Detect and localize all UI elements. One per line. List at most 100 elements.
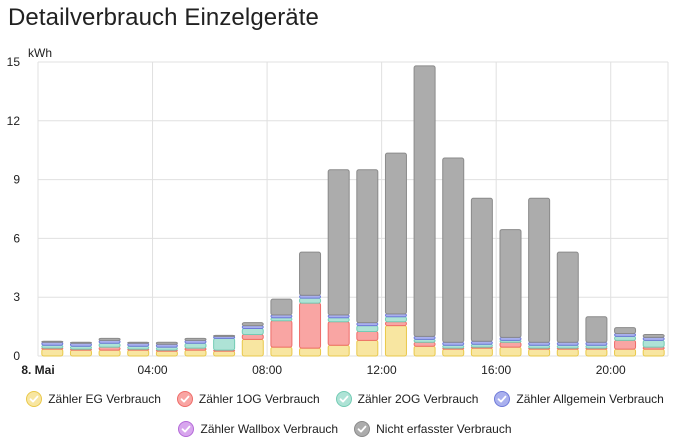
bar-segment: [213, 350, 236, 357]
bar-segment: [299, 347, 322, 357]
legend-item[interactable]: Zähler EG Verbrauch: [26, 391, 161, 407]
bar-segment: [528, 348, 551, 357]
y-tick-label: 9: [13, 173, 20, 187]
bar-segment: [213, 337, 236, 351]
legend-item[interactable]: Nicht erfasster Verbrauch: [354, 421, 512, 437]
legend-label: Zähler Allgemein Verbrauch: [516, 392, 664, 406]
bar-segment: [442, 157, 465, 343]
bar-segment: [155, 350, 178, 357]
bar-segment: [327, 321, 350, 346]
check-icon: [335, 391, 352, 407]
bar-segment: [98, 337, 121, 341]
bar-segment: [499, 341, 522, 348]
legend-label: Zähler 2OG Verbrauch: [357, 392, 479, 406]
bar-segment: [442, 348, 465, 357]
bar-segment: [356, 325, 379, 332]
y-tick-label: 3: [13, 290, 20, 304]
legend-label: Zähler EG Verbrauch: [48, 392, 161, 406]
bar-segment: [470, 347, 493, 357]
bar-segment: [69, 349, 92, 357]
check-icon: [354, 421, 371, 437]
y-tick-label: 6: [13, 231, 20, 245]
x-tick-label: 8. Mai: [21, 363, 54, 377]
check-icon: [178, 421, 195, 437]
legend-row-1: Zähler EG Verbrauch Zähler 1OG Verbrauch Z…: [0, 384, 690, 414]
legend-item[interactable]: Zähler 1OG Verbrauch: [176, 391, 320, 407]
bar-segment: [614, 339, 637, 350]
bar-segment: [356, 339, 379, 357]
bar-segment: [327, 169, 350, 316]
bar-segment: [585, 348, 608, 357]
bar-segment: [241, 333, 264, 340]
bar-segment: [184, 337, 207, 341]
y-unit-label: kWh: [28, 46, 52, 60]
bar-segment: [470, 197, 493, 342]
bar-segment: [499, 346, 522, 357]
card-title: Detailverbrauch Einzelgeräte: [8, 4, 319, 31]
bar-segment: [384, 325, 407, 357]
bar-segment: [299, 302, 322, 349]
bar-segment: [356, 169, 379, 324]
x-tick-label: 20:00: [596, 363, 626, 377]
chart-legend: Zähler EG Verbrauch Zähler 1OG Verbrauch Z…: [0, 384, 690, 444]
bar-segment: [384, 321, 407, 327]
bar-segment: [642, 333, 665, 338]
check-icon: [176, 391, 193, 407]
x-tick-label: 08:00: [252, 363, 282, 377]
y-tick-label: 12: [7, 114, 21, 128]
bar-segment: [614, 335, 637, 341]
x-tick-label: 12:00: [367, 363, 397, 377]
bar-segment: [98, 342, 121, 348]
bar-segment: [556, 251, 579, 343]
bar-segment: [614, 348, 637, 357]
bar-segment: [585, 316, 608, 343]
bar-segment: [213, 334, 236, 337]
bar-segment: [270, 298, 293, 316]
check-icon: [494, 391, 511, 407]
bar-segment: [155, 341, 178, 345]
bar-segment: [556, 348, 579, 357]
bar-segment: [499, 229, 522, 338]
bar-segment: [241, 328, 264, 335]
check-icon: [26, 391, 43, 407]
bar-segment: [270, 346, 293, 357]
legend-item[interactable]: Zähler Wallbox Verbrauch: [178, 421, 338, 437]
bar-segment: [642, 339, 665, 348]
bar-segment: [413, 345, 436, 357]
bar-segment: [184, 342, 207, 349]
bar-segment: [642, 348, 665, 357]
bar-segment: [384, 316, 407, 323]
legend-label: Zähler Wallbox Verbrauch: [200, 422, 339, 436]
bar-segment: [299, 297, 322, 304]
x-tick-label: 04:00: [138, 363, 168, 377]
bar-segment: [356, 331, 379, 341]
bar-segment: [127, 349, 150, 357]
bar-segment: [98, 349, 121, 357]
bar-segment: [614, 327, 637, 334]
stacked-bar-chart: kWh 0 3 6 9 12 15 8. Mai 04:00 08:00 12:00 16:00 20:…: [7, 46, 669, 377]
bar-segment: [413, 341, 436, 347]
bar-segment: [299, 251, 322, 296]
bar-segment: [241, 322, 264, 327]
legend-item[interactable]: Zähler Allgemein Verbrauch: [494, 391, 664, 407]
bar-segment: [241, 338, 264, 357]
bar-segment: [270, 320, 293, 348]
x-tick-label: 16:00: [481, 363, 511, 377]
bar-segment: [127, 341, 150, 344]
bar-segment: [41, 348, 64, 357]
bar-segment: [184, 349, 207, 357]
bar-segment: [413, 65, 436, 337]
bar-segment: [69, 341, 92, 344]
legend-row-2: Zähler Wallbox Verbrauch Nicht erfasster …: [0, 414, 690, 444]
legend-item[interactable]: Zähler 2OG Verbrauch: [335, 391, 479, 407]
legend-label: Nicht erfasster Verbrauch: [376, 422, 512, 436]
bar-segment: [384, 152, 407, 315]
y-tick-label: 0: [13, 349, 20, 363]
bar-segment: [327, 317, 350, 323]
y-tick-label: 15: [7, 55, 21, 69]
legend-label: Zähler 1OG Verbrauch: [198, 392, 320, 406]
bar-segment: [327, 344, 350, 357]
bar-segment: [41, 340, 64, 343]
bar-segment: [528, 197, 551, 343]
